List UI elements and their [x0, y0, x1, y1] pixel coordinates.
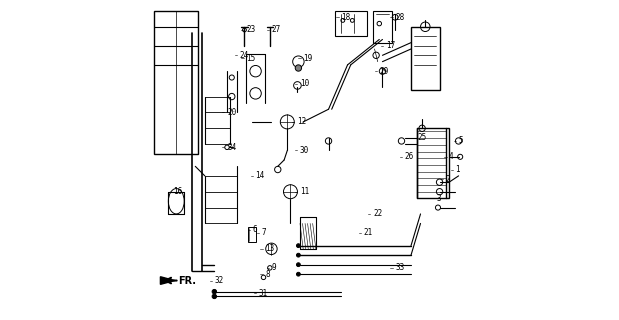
Text: 6: 6	[253, 225, 257, 234]
Text: 25: 25	[417, 133, 426, 142]
Text: 15: 15	[246, 54, 255, 63]
Circle shape	[297, 272, 300, 276]
Text: 29: 29	[379, 67, 389, 76]
Text: 19: 19	[303, 54, 313, 63]
Text: 27: 27	[272, 25, 280, 35]
Bar	[335, 11, 366, 36]
Text: 1: 1	[456, 165, 460, 174]
Circle shape	[297, 263, 300, 267]
Text: 21: 21	[363, 228, 373, 237]
Text: 26: 26	[405, 152, 414, 161]
Text: 8: 8	[265, 270, 270, 279]
Text: 32: 32	[214, 276, 223, 285]
Circle shape	[297, 244, 300, 248]
Polygon shape	[160, 277, 175, 284]
Text: 2: 2	[446, 174, 451, 184]
Text: 9: 9	[272, 263, 276, 272]
Circle shape	[297, 253, 300, 257]
Text: 34: 34	[227, 143, 236, 152]
Text: 13: 13	[265, 244, 274, 253]
Text: FR.: FR.	[178, 276, 196, 285]
Text: 4: 4	[449, 152, 454, 161]
Text: 30: 30	[300, 146, 310, 155]
Text: 17: 17	[386, 41, 395, 50]
Text: 33: 33	[395, 263, 404, 272]
Circle shape	[212, 294, 217, 299]
Text: 28: 28	[395, 13, 404, 22]
Circle shape	[212, 289, 217, 294]
Bar	[248, 227, 256, 243]
Text: 24: 24	[240, 51, 249, 60]
Text: 11: 11	[300, 187, 310, 196]
Text: 31: 31	[259, 289, 268, 298]
Text: 18: 18	[341, 13, 350, 22]
Text: 7: 7	[262, 228, 267, 237]
Text: 20: 20	[227, 108, 236, 117]
Text: 14: 14	[256, 172, 265, 180]
Bar	[373, 11, 392, 43]
Bar	[411, 27, 439, 90]
Text: 12: 12	[297, 117, 306, 126]
Text: 23: 23	[246, 25, 255, 35]
Text: 5: 5	[459, 136, 463, 146]
Text: 10: 10	[300, 79, 310, 88]
Circle shape	[295, 65, 301, 71]
Bar	[154, 11, 199, 154]
Text: 3: 3	[436, 194, 441, 203]
Text: 22: 22	[373, 209, 382, 219]
Bar	[417, 128, 449, 198]
Text: 16: 16	[173, 187, 183, 196]
